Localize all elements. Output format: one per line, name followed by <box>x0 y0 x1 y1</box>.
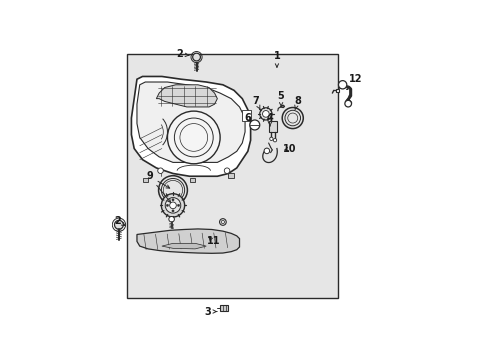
Circle shape <box>158 168 163 174</box>
Circle shape <box>172 210 174 212</box>
Polygon shape <box>228 174 233 177</box>
Polygon shape <box>137 229 239 253</box>
Text: 3: 3 <box>204 306 216 316</box>
Circle shape <box>161 194 184 217</box>
Text: 11: 11 <box>206 237 220 246</box>
Circle shape <box>338 81 346 89</box>
Text: 2: 2 <box>114 216 125 226</box>
Text: 1: 1 <box>273 51 280 67</box>
Circle shape <box>262 111 268 117</box>
Text: 2: 2 <box>176 49 188 59</box>
Polygon shape <box>220 305 228 311</box>
Bar <box>127 54 337 298</box>
Text: 7: 7 <box>252 96 260 109</box>
Polygon shape <box>335 89 339 92</box>
Polygon shape <box>269 121 276 132</box>
Circle shape <box>249 120 259 130</box>
Circle shape <box>172 199 174 201</box>
Polygon shape <box>189 177 195 182</box>
Polygon shape <box>156 85 217 107</box>
Text: 6: 6 <box>244 113 251 123</box>
Circle shape <box>269 137 272 140</box>
Circle shape <box>166 204 168 207</box>
Circle shape <box>273 139 276 142</box>
Circle shape <box>344 100 351 107</box>
Polygon shape <box>162 243 206 249</box>
Circle shape <box>168 216 174 222</box>
Circle shape <box>224 168 229 174</box>
Text: 9: 9 <box>146 171 169 188</box>
Circle shape <box>192 53 200 61</box>
Polygon shape <box>142 177 148 182</box>
Text: 4: 4 <box>266 113 273 126</box>
Polygon shape <box>137 82 244 162</box>
Circle shape <box>114 220 123 229</box>
Circle shape <box>165 198 181 213</box>
Circle shape <box>259 108 271 120</box>
Text: 8: 8 <box>294 96 301 109</box>
Circle shape <box>169 202 176 209</box>
Polygon shape <box>242 110 250 121</box>
Circle shape <box>167 111 220 164</box>
Text: 5: 5 <box>277 91 284 107</box>
Circle shape <box>177 204 179 207</box>
Circle shape <box>264 148 269 154</box>
Polygon shape <box>131 76 250 176</box>
Text: 12: 12 <box>346 74 362 90</box>
Text: 10: 10 <box>282 144 296 153</box>
